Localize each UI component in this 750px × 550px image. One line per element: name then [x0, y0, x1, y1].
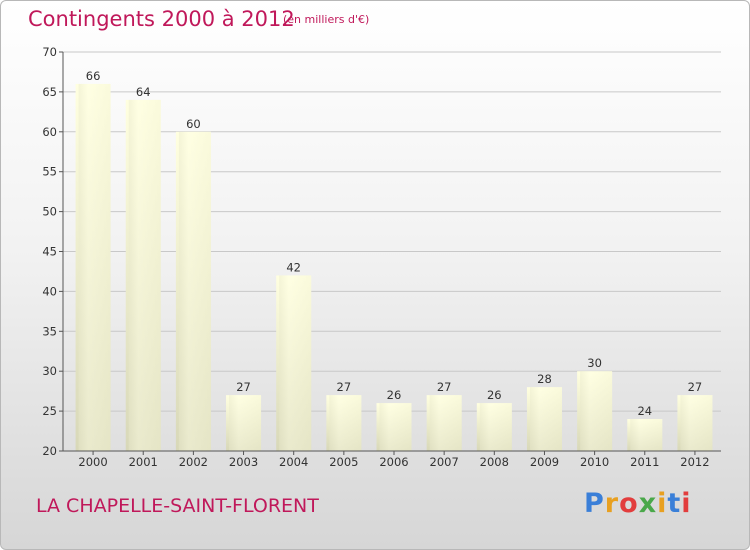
x-tick-label: 2004	[279, 455, 308, 469]
bar-highlight	[178, 131, 211, 452]
bar-value-label: 24	[637, 404, 652, 418]
logo-letter: t	[667, 488, 682, 519]
x-tick-label: 2000	[78, 455, 107, 469]
bar-value-label: 27	[236, 380, 251, 394]
y-tick-label: 65	[42, 85, 57, 99]
y-tick-label: 70	[42, 45, 57, 59]
bar-value-label: 28	[537, 372, 552, 386]
bar-highlight	[479, 403, 512, 451]
bar-highlight	[429, 395, 462, 451]
logo-letter: P	[584, 488, 605, 519]
x-tick-label: 2003	[229, 455, 258, 469]
y-tick-label: 30	[42, 364, 57, 378]
y-tick-label: 60	[42, 125, 57, 139]
logo-letter: x	[638, 488, 658, 519]
bar-value-label: 26	[387, 388, 402, 402]
bar-value-label: 27	[437, 380, 452, 394]
chart-subtitle: (en milliers d'€)	[283, 13, 370, 26]
bar-value-label: 27	[337, 380, 352, 394]
x-tick-label: 2010	[580, 455, 609, 469]
bar-highlight	[580, 371, 613, 451]
bar-highlight	[78, 83, 111, 452]
y-tick-label: 35	[42, 324, 57, 338]
x-tick-label: 2009	[530, 455, 559, 469]
x-tick-label: 2005	[329, 455, 358, 469]
bar-highlight	[329, 395, 362, 451]
logo-letter: i	[681, 488, 692, 519]
logo-letter: i	[657, 488, 668, 519]
bar-highlight	[279, 275, 312, 451]
bar-value-label: 60	[186, 117, 201, 131]
bar-highlight	[680, 395, 713, 451]
chart-title: Contingents 2000 à 2012	[28, 7, 295, 31]
x-tick-label: 2007	[430, 455, 459, 469]
logo-letter: r	[604, 488, 620, 519]
labels-layer: 66 64 60 27 42 27 26 27 26 28 30 24 27	[86, 69, 702, 418]
x-tick-label: 2012	[680, 455, 709, 469]
y-tick-label: 25	[42, 404, 57, 418]
x-tick-label: 2008	[480, 455, 509, 469]
y-tick-label: 55	[42, 165, 57, 179]
bars-layer	[75, 83, 713, 452]
bar-highlight	[529, 387, 562, 451]
y-tick-label: 20	[42, 444, 57, 458]
bar-highlight	[630, 419, 663, 451]
bar-highlight	[128, 99, 161, 451]
x-tick-label: 2011	[630, 455, 659, 469]
bar-value-label: 30	[587, 356, 602, 370]
x-tick-label: 2002	[179, 455, 208, 469]
bar-highlight	[229, 395, 262, 451]
y-tick-label: 50	[42, 205, 57, 219]
y-tick-label: 45	[42, 245, 57, 259]
axis-layer: 20 25 30 35 40 45 50 55 60 65 70 2000 2001 2002 2003 20…	[42, 45, 721, 469]
bar-value-label: 27	[688, 380, 703, 394]
x-tick-label: 2001	[129, 455, 158, 469]
bar-value-label: 42	[286, 260, 301, 274]
place-name: LA CHAPELLE-SAINT-FLORENT	[36, 495, 319, 517]
logo-letter: o	[619, 488, 639, 519]
bar-value-label: 64	[136, 85, 151, 99]
bar-highlight	[379, 403, 412, 451]
x-tick-label: 2006	[379, 455, 408, 469]
bar-value-label: 26	[487, 388, 502, 402]
y-tick-label: 40	[42, 284, 57, 298]
grid-layer	[63, 51, 721, 452]
bar-value-label: 66	[86, 69, 101, 83]
proxiti-logo[interactable]: Proxiti	[584, 488, 692, 519]
